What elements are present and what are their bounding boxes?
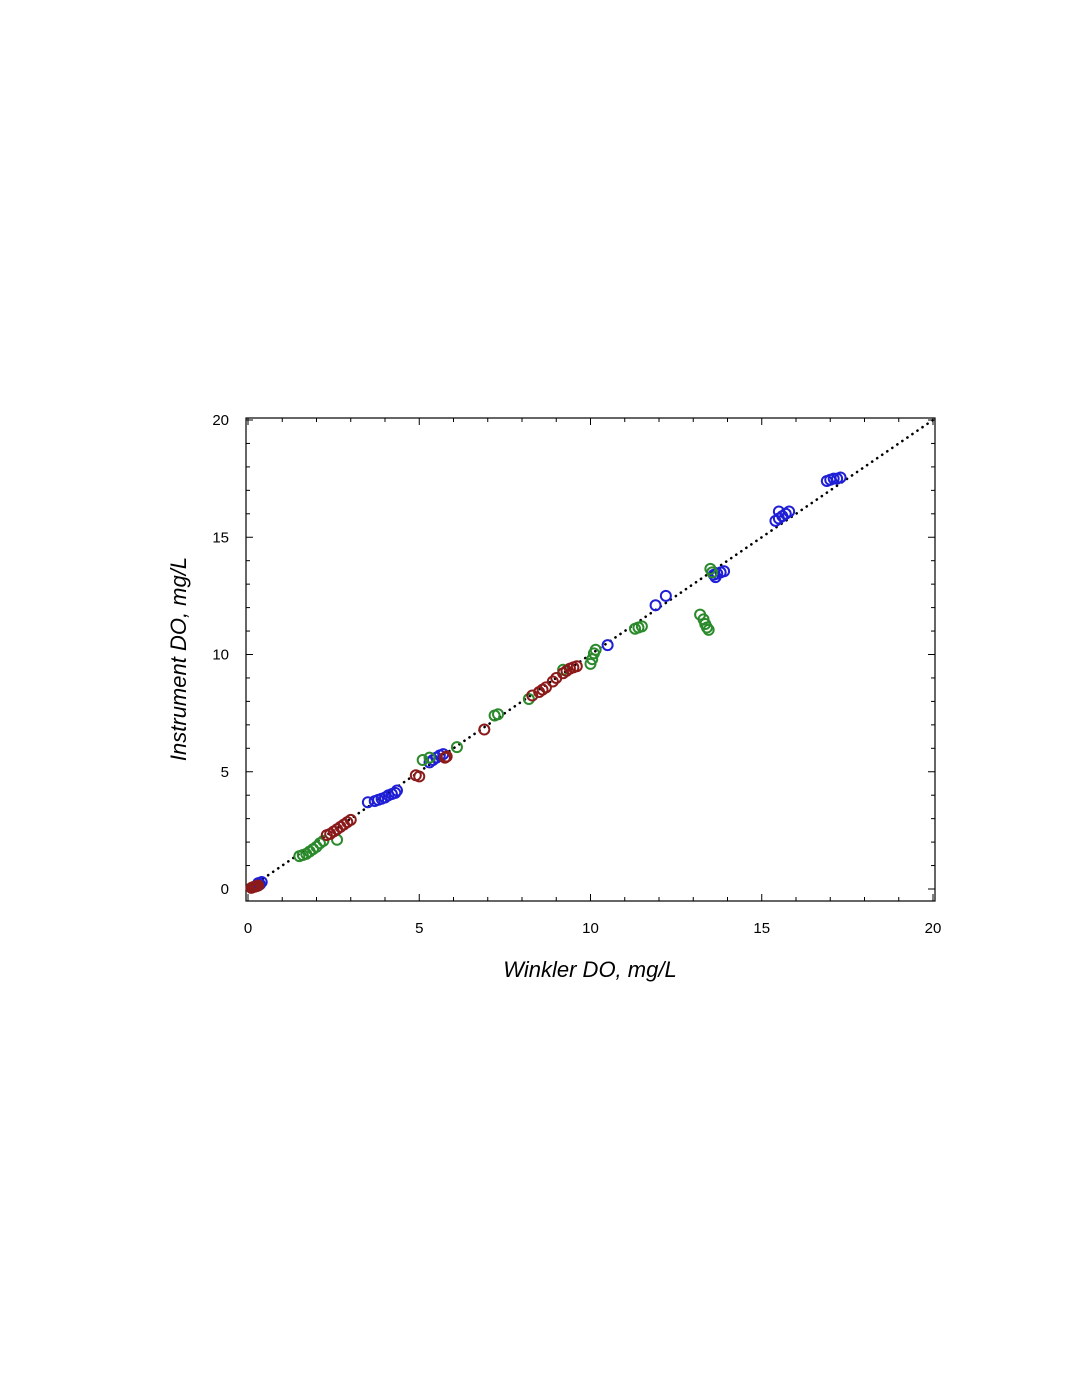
data-point <box>702 623 715 636</box>
data-point <box>423 751 436 764</box>
data-point <box>649 599 662 612</box>
y-tick-label: 10 <box>212 647 229 664</box>
y-tick-label: 15 <box>212 529 229 546</box>
data-point <box>635 620 648 633</box>
data-point <box>589 643 602 656</box>
data-point <box>390 784 403 797</box>
data-point <box>526 689 539 702</box>
data-point <box>344 813 357 826</box>
data-point <box>450 741 463 754</box>
data-point <box>706 566 719 579</box>
data-point <box>827 472 840 485</box>
data-point <box>834 471 847 484</box>
data-point <box>317 834 330 847</box>
data-point <box>478 723 491 736</box>
data-point <box>570 660 583 673</box>
data-point <box>546 675 559 688</box>
x-tick-label: 10 <box>582 920 599 937</box>
data-point <box>522 693 535 706</box>
x-axis-title: Winkler DO, mg/L <box>503 957 676 982</box>
y-tick-label: 20 <box>212 412 229 429</box>
data-point <box>389 786 402 799</box>
tick-labels: 0 5 10 15 20 0 5 10 15 20 <box>212 412 941 937</box>
x-tick-label: 20 <box>925 920 942 937</box>
data-point <box>492 708 505 721</box>
series-2 <box>293 562 719 863</box>
x-tick-label: 0 <box>244 920 252 937</box>
axis-ticks <box>246 418 935 901</box>
y-tick-label: 0 <box>221 881 229 898</box>
x-tick-label: 15 <box>753 920 770 937</box>
y-tick-label: 5 <box>221 764 229 781</box>
data-point <box>659 589 672 602</box>
data-point <box>413 770 426 783</box>
data-point <box>700 621 713 634</box>
data-point <box>772 505 785 518</box>
data-point <box>310 840 323 853</box>
x-tick-label: 5 <box>415 920 423 937</box>
data-point <box>718 565 731 578</box>
y-axis-title: Instrument DO, mg/L <box>166 557 191 761</box>
data-point <box>440 750 453 763</box>
data-point <box>252 879 265 892</box>
data-point <box>601 639 614 652</box>
data-point <box>416 754 429 767</box>
data-point <box>539 681 552 694</box>
data-points <box>245 471 847 894</box>
series-3 <box>245 660 583 894</box>
